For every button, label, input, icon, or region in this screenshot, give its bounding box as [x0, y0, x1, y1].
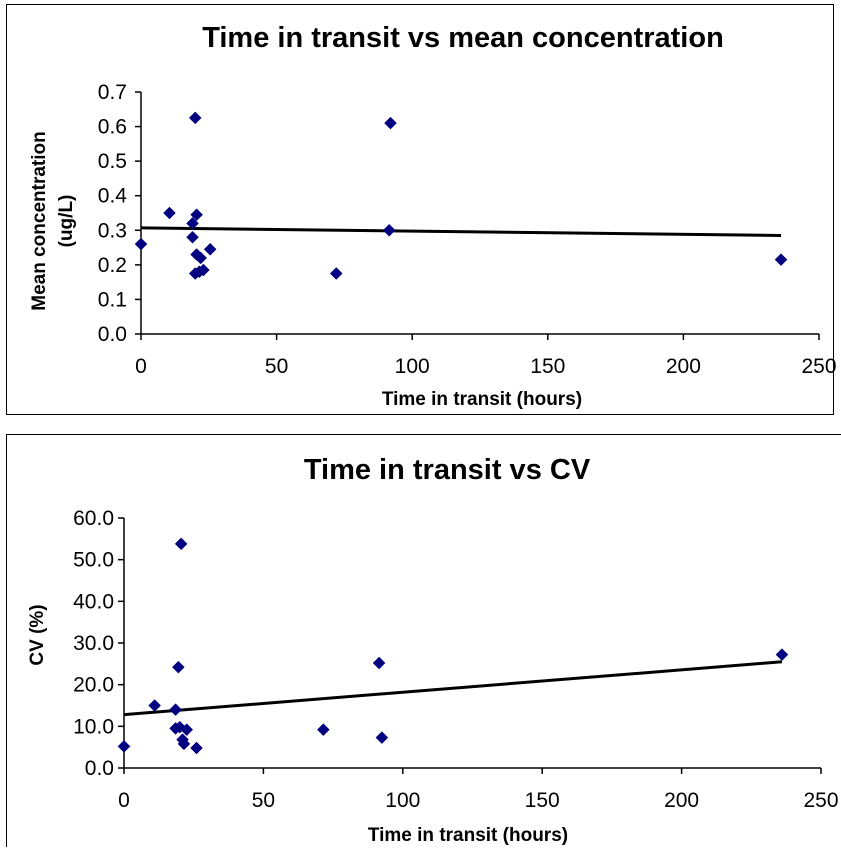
data-point: [148, 699, 162, 712]
data-point: [190, 741, 203, 755]
y-tick-label: 50.0: [73, 549, 114, 572]
data-point: [169, 703, 182, 717]
x-tick-label: 250: [801, 355, 836, 378]
data-point: [774, 253, 788, 267]
x-tick-label: 200: [664, 789, 699, 812]
x-tick-label: 150: [525, 789, 560, 812]
data-point: [382, 223, 396, 237]
x-tick-label: 0: [135, 355, 147, 378]
data-point: [372, 656, 386, 670]
y-tick-label: 0.4: [98, 185, 128, 208]
data-point: [174, 537, 188, 551]
data-point: [775, 648, 789, 662]
chart-title: Time in transit vs CV: [304, 454, 591, 486]
y-tick-label: 0.0: [85, 757, 114, 780]
y-tick-label: 10.0: [73, 715, 114, 738]
scatter-chart-cv: Time in transit vs CV Time in transit (h…: [27, 454, 839, 846]
y-tick-label: 20.0: [73, 674, 114, 697]
chart-title: Time in transit vs mean concentration: [202, 22, 724, 54]
x-tick-label: 50: [265, 355, 288, 378]
trendline: [140, 226, 782, 237]
y-tick-label: 30.0: [73, 632, 114, 655]
data-point: [203, 242, 217, 256]
chart-panel-concentration: Time in transit vs mean concentration Ti…: [6, 4, 837, 415]
y-tick-label: 40.0: [73, 590, 114, 613]
scatter-chart-concentration: Time in transit vs mean concentration Ti…: [29, 22, 837, 410]
chart-panel-cv: Time in transit vs CV Time in transit (h…: [6, 434, 841, 847]
y-axis-title-line1: Mean concentration: [29, 131, 50, 310]
y-tick-label: 0.0: [98, 323, 127, 346]
x-tick-label: 50: [252, 789, 275, 812]
x-tick-label: 100: [385, 789, 420, 812]
x-axis-title: Time in transit (hours): [368, 825, 568, 846]
x-axis-title: Time in transit (hours): [382, 389, 582, 410]
data-point: [186, 230, 199, 244]
x-tick-label: 200: [666, 355, 701, 378]
data-point: [197, 263, 210, 277]
data-point: [384, 116, 397, 130]
y-tick-label: 0.5: [98, 150, 127, 173]
data-point: [186, 217, 199, 230]
data-point: [117, 739, 131, 753]
data-point: [180, 723, 194, 737]
data-point: [190, 208, 203, 222]
x-tick-label: 250: [803, 789, 838, 812]
x-tick-label: 0: [118, 789, 130, 812]
y-axis-title: CV (%): [27, 604, 48, 665]
y-axis-title-line2: (ug/L): [56, 195, 77, 248]
data-point: [316, 723, 330, 737]
x-tick-label: 100: [395, 355, 430, 378]
data-point: [329, 267, 343, 280]
y-tick-label: 0.3: [98, 219, 127, 242]
data-point: [194, 251, 208, 265]
y-tick-label: 0.1: [98, 288, 127, 311]
data-point: [163, 206, 176, 220]
data-point: [134, 237, 148, 251]
trendline: [123, 660, 783, 717]
y-tick-label: 60.0: [73, 507, 114, 530]
data-point: [375, 731, 389, 744]
y-tick-label: 0.6: [98, 116, 127, 139]
y-tick-label: 0.2: [98, 254, 127, 277]
y-tick-label: 0.7: [98, 81, 127, 104]
data-point: [188, 111, 202, 125]
data-point: [172, 660, 185, 674]
data-point: [177, 737, 191, 751]
x-tick-label: 150: [530, 355, 565, 378]
